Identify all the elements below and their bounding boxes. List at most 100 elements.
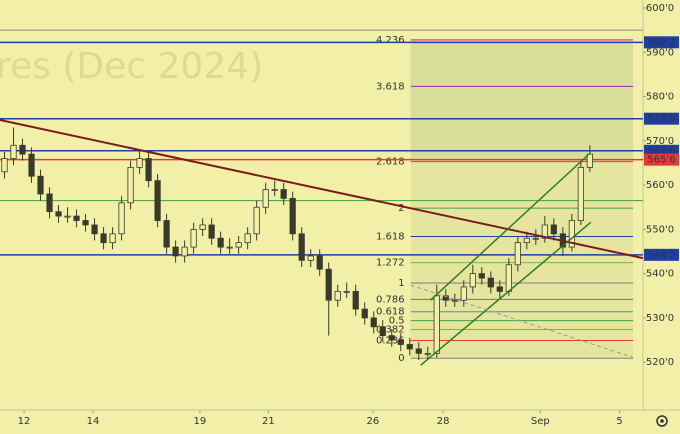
candle-body [64, 215, 71, 218]
candle-body [262, 189, 269, 208]
candle-body [28, 153, 35, 177]
fib-label: 1.272 [376, 258, 405, 269]
settings-hub [660, 419, 664, 423]
x-tick-label: 21 [262, 416, 275, 427]
price-badge [644, 36, 679, 49]
price-axis-background [643, 0, 680, 434]
candle-body [118, 202, 125, 235]
candle-body [505, 264, 512, 292]
candle-body [127, 166, 134, 204]
fib-label: 1 [398, 278, 404, 289]
candle-body [451, 299, 458, 302]
trend-line [410, 284, 634, 358]
candle-body [469, 273, 476, 288]
y-tick-label: 600'0 [646, 3, 674, 14]
price-badge-label: 544'2 [647, 250, 675, 261]
y-tick-label: 590'0 [646, 47, 674, 58]
fib-label: 4.236 [376, 35, 405, 46]
candle-body [442, 295, 449, 301]
candle-body [289, 197, 296, 235]
x-tick-label: Sep [531, 416, 550, 427]
price-badge [644, 248, 679, 261]
candle-body [46, 193, 53, 213]
x-tick-label: 19 [194, 416, 207, 427]
candle-body [271, 189, 278, 191]
candle-body [406, 344, 413, 350]
y-tick-label: 560'0 [646, 180, 674, 191]
candle-body [424, 352, 431, 355]
candle-body [496, 286, 503, 292]
candle-body [550, 224, 557, 235]
candle-body [73, 215, 80, 221]
candle-body [523, 237, 530, 244]
candle-body [325, 268, 332, 301]
price-badge-label: 575'0 [647, 114, 675, 125]
candle-body [181, 246, 188, 257]
candle-body [514, 242, 521, 266]
candle-body [163, 220, 170, 248]
y-tick-label: 520'0 [646, 357, 674, 368]
candle-body [19, 144, 26, 155]
settings-icon[interactable] [656, 415, 668, 427]
fib-zone [410, 161, 634, 359]
x-tick-label: 14 [87, 416, 100, 427]
candle-body [370, 317, 377, 328]
plot-background [0, 0, 643, 410]
candle-body [568, 220, 575, 248]
candle-body [388, 335, 395, 341]
candle-body [415, 348, 422, 354]
candle-body [100, 233, 107, 244]
fib-label: 1.618 [376, 231, 405, 242]
fib-zone [410, 39, 634, 162]
candle-body [226, 246, 233, 249]
candle-body [334, 290, 341, 301]
trend-line [429, 154, 589, 301]
trend-line [0, 119, 644, 260]
candle-body [352, 290, 359, 310]
candle-body [154, 180, 161, 221]
candle-body [82, 220, 89, 226]
candle-body [136, 158, 143, 168]
price-badge-label: 567'6 [647, 146, 675, 157]
candle-body [532, 237, 539, 240]
candle-body [361, 308, 368, 319]
price-badge-label: 565'6 [647, 155, 675, 166]
candle-body [586, 153, 593, 168]
candle-body [433, 295, 440, 354]
candle-body [208, 224, 215, 239]
y-tick-label: 530'0 [646, 313, 674, 324]
candle-body [91, 224, 98, 235]
watermark: res (Dec 2024) [0, 46, 263, 87]
candle-body [343, 290, 350, 293]
candle-body [1, 158, 8, 173]
candle-body [55, 211, 62, 217]
fib-label: 2.618 [376, 157, 405, 168]
trend-line [420, 221, 592, 366]
candle-body [541, 224, 548, 239]
candle-body [379, 326, 386, 337]
candle-body [253, 206, 260, 235]
candle-body [298, 233, 305, 261]
candle-body [577, 166, 584, 221]
candle-body [10, 144, 17, 159]
fib-label: 0.618 [376, 307, 405, 318]
fib-label: 0 [398, 353, 404, 364]
y-tick-label: 580'0 [646, 92, 674, 103]
candle-body [478, 273, 485, 279]
candle-body [172, 246, 179, 257]
candle-body [244, 233, 251, 244]
fib-label: 0.5 [389, 316, 405, 327]
fib-label: 3.618 [376, 81, 405, 92]
y-tick-label: 540'0 [646, 269, 674, 280]
fib-label: 0.786 [376, 294, 405, 305]
candle-body [217, 237, 224, 248]
fib-label: 0.382 [376, 324, 405, 335]
x-tick-label: 28 [437, 416, 450, 427]
x-tick-label: 12 [18, 416, 31, 427]
x-tick-label: 5 [616, 416, 622, 427]
candle-body [235, 242, 242, 248]
y-tick-label: 550'0 [646, 224, 674, 235]
y-tick-label: 570'0 [646, 136, 674, 147]
